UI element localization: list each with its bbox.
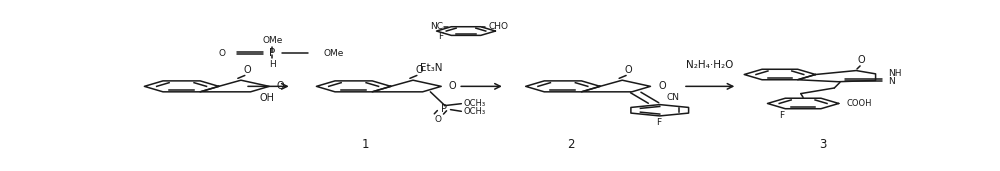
Text: 1: 1 (362, 138, 369, 151)
Text: N: N (888, 77, 895, 86)
Text: P: P (441, 104, 447, 114)
Text: OH: OH (260, 93, 275, 103)
Text: F: F (779, 111, 784, 120)
Text: CHO: CHO (488, 22, 508, 31)
Text: O: O (218, 49, 225, 58)
Text: O: O (857, 55, 865, 65)
Text: 2: 2 (567, 138, 574, 151)
Text: Et₃N: Et₃N (420, 63, 443, 73)
Text: H: H (269, 60, 276, 69)
Text: O: O (435, 115, 442, 124)
Text: COOH: COOH (847, 99, 872, 108)
Text: O: O (658, 81, 666, 91)
Text: O: O (415, 65, 423, 75)
Text: NH: NH (888, 69, 901, 78)
Text: N₂H₄·H₂O: N₂H₄·H₂O (686, 60, 734, 70)
Text: P: P (269, 48, 275, 58)
Text: O: O (243, 65, 251, 75)
Text: NC: NC (431, 22, 444, 31)
Text: O: O (625, 65, 632, 75)
Text: OCH₃: OCH₃ (464, 99, 486, 108)
Text: O: O (449, 81, 457, 91)
Text: OMe: OMe (262, 36, 282, 45)
Text: F: F (438, 31, 444, 41)
Text: O: O (277, 81, 285, 91)
Text: 3: 3 (819, 138, 826, 151)
Text: F: F (656, 118, 662, 127)
Text: OMe: OMe (323, 49, 344, 58)
Text: CN: CN (666, 93, 679, 102)
Text: OCH₃: OCH₃ (464, 107, 486, 116)
